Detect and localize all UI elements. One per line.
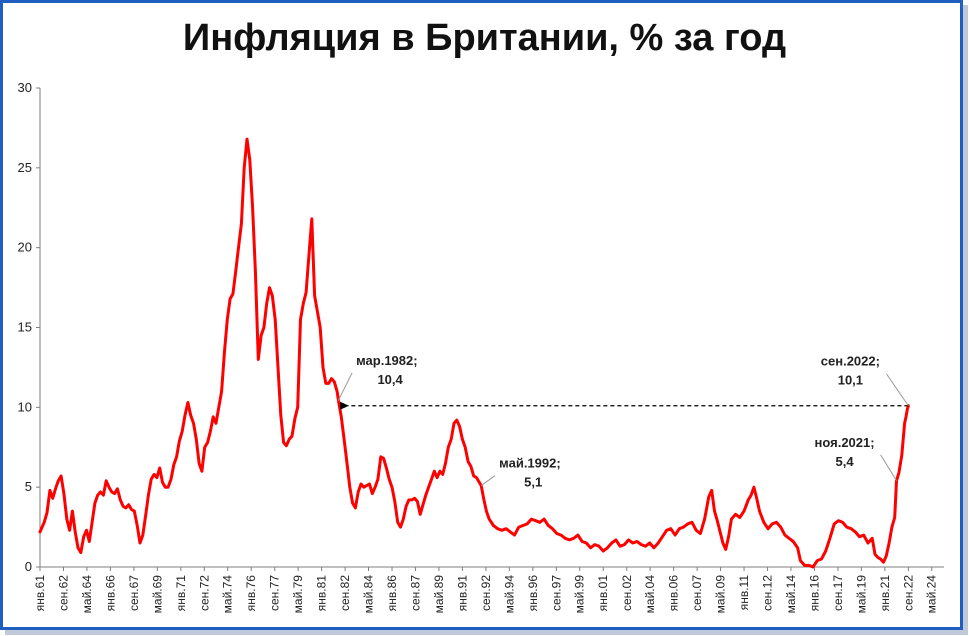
x-tick-label: май.64 [80,575,94,614]
annotation-leader [880,454,897,482]
x-tick-label: янв.06 [667,575,681,612]
x-tick-label: май.24 [925,575,939,614]
series-line [38,137,910,569]
x-tick-label: май.89 [432,575,446,614]
x-tick-label: янв.71 [174,575,188,612]
x-tick-label: янв.86 [385,575,399,612]
x-tick-label: янв.16 [807,575,821,612]
annotation-leader [885,373,909,407]
x-tick-label: янв.01 [596,575,610,612]
x-tick-label: сен.67 [127,575,141,611]
x-tick-label: сен.12 [761,575,775,611]
x-tick-label: сен.72 [197,575,211,611]
y-tick-label: 20 [18,240,32,255]
annotation-value: 10,1 [838,373,863,388]
x-tick-label: май.79 [291,575,305,614]
x-tick-label: май.84 [362,575,376,614]
x-tick-label: янв.61 [33,575,47,612]
x-tick-label: сен.92 [479,575,493,611]
x-tick-label: янв.96 [526,575,540,612]
chart-title: Инфляция в Британии, % за год [182,17,787,59]
x-tick-label: янв.91 [455,575,469,612]
x-tick-label: янв.11 [737,575,751,611]
y-tick-label: 0 [25,559,32,574]
annotation-value: 10,4 [377,372,403,387]
annotation-leader [337,372,353,402]
plot-layer [38,137,910,569]
x-tick-label: сен.97 [549,575,563,611]
x-tick-label: янв.21 [878,575,892,612]
annotation-value: 5,4 [836,454,855,469]
x-tick-label: май.99 [573,575,587,614]
x-tick-label: май.74 [221,575,235,614]
y-tick-label: 30 [18,80,32,95]
x-tick-label: янв.76 [244,575,258,612]
x-tick-label: сен.02 [620,575,634,611]
x-tick-label: сен.62 [57,575,71,611]
annotation-leader [480,475,496,486]
x-tick-label: сен.87 [409,575,423,611]
x-tick-label: май.69 [150,575,164,614]
x-tick-label: сен.77 [268,575,282,611]
x-tick-label: май.04 [643,575,657,614]
annotation-label: ноя.2021; [815,435,875,450]
annotation-value: 5,1 [524,475,542,490]
annotation-label: мар.1982; [356,353,417,368]
annotation-label: май.1992; [499,456,561,471]
x-tick-label: сен.22 [901,575,915,611]
axes-layer: 0 5 10 15 20 25 30 янв.61 сен.62 май.64 янв.66 сен.… [18,80,944,613]
y-tick-label: 25 [18,160,32,175]
x-tick-label: май.94 [502,575,516,614]
x-tick-label: май.09 [714,575,728,614]
annotation-label: сен.2022; [821,354,880,369]
y-tick-label: 15 [18,320,32,335]
x-tick-label: сен.82 [338,575,352,611]
x-tick-label: янв.81 [315,575,329,612]
x-tick-label: май.19 [854,575,868,614]
x-tick-label: сен.17 [831,575,845,611]
x-tick-label: май.14 [784,575,798,614]
y-tick-label: 5 [25,479,32,494]
x-tick-label: янв.66 [103,575,117,612]
y-tick-label: 10 [18,399,32,414]
x-tick-label: сен.07 [690,575,704,611]
annotation-layer: мар.1982; 10,4 май.1992; 5,1 сен.2022; 10,1 но… [337,353,909,490]
